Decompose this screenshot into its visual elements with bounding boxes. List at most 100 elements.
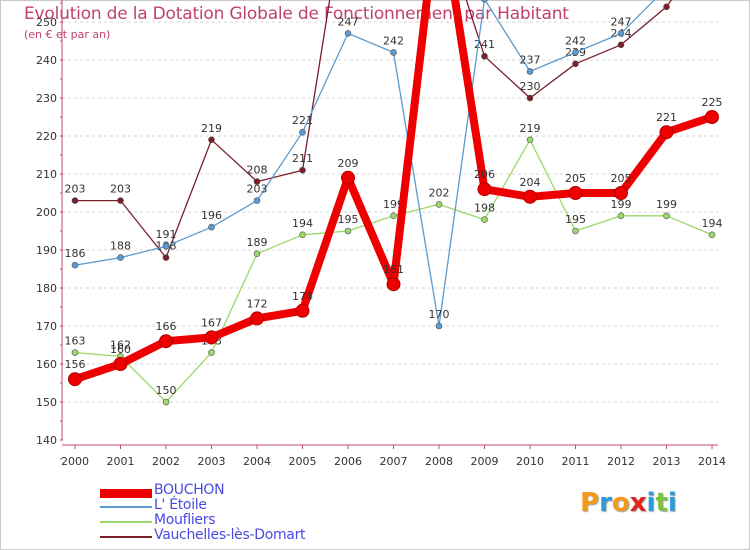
data-point-bouchon [113,357,128,371]
data-point-vauchelles-l-s-domart [617,41,625,49]
data-point-vauchelles-l-s-domart [572,60,579,68]
y-tick-label: 150 [36,396,57,409]
y-tick-label: 180 [36,282,57,295]
data-label-l-toile: 203 [247,183,268,196]
x-tick-label: 2013 [653,455,681,468]
y-tick-label: 210 [36,168,57,181]
data-point-moufliers [435,201,443,208]
logo-letter: x [629,488,647,518]
data-label-bouchon: 206 [474,168,495,181]
y-tick-label: 140 [36,434,57,447]
data-label-bouchon: 225 [702,96,723,109]
logo-letter: i [646,488,656,518]
legend-label: L' Étoile [154,497,207,513]
data-point-vauchelles-l-s-domart [117,197,124,204]
logo-letter: r [599,488,612,518]
y-tick-label: 200 [36,206,57,219]
data-label-vauchelles-l-s-domart: 230 [520,80,541,93]
data-label-l-toile: 247 [611,15,632,28]
data-label-moufliers: 195 [565,213,586,226]
data-point-l-toile [299,128,306,136]
data-point-l-toile [344,30,352,37]
data-point-bouchon [159,334,173,349]
x-tick-label: 2001 [107,455,135,468]
data-point-moufliers [708,231,716,239]
y-tick-label: 240 [36,54,57,67]
logo-letter: P [580,488,600,518]
proxiti-logo: Proxiti [580,488,677,518]
data-label-l-toile: 188 [110,240,131,253]
data-point-bouchon [295,303,310,318]
data-label-moufliers: 202 [429,186,450,199]
data-label-vauchelles-l-s-domart: 203 [110,183,131,196]
data-label-bouchon: 205 [565,172,586,185]
data-label-vauchelles-l-s-domart: 219 [201,122,222,135]
data-label-moufliers: 189 [247,236,268,249]
data-point-moufliers [299,231,306,239]
y-tick-label: 190 [36,244,57,257]
data-label-bouchon: 204 [520,176,541,189]
data-label-l-toile: 242 [383,34,404,47]
data-point-vauchelles-l-s-domart [299,166,306,174]
data-label-l-toile: 170 [429,308,450,321]
data-point-l-toile [162,242,170,250]
data-label-l-toile: 191 [156,228,177,241]
data-point-vauchelles-l-s-domart [71,197,79,204]
data-point-vauchelles-l-s-domart [162,254,170,261]
data-label-l-toile: 221 [292,114,313,127]
data-label-bouchon: 221 [656,111,677,124]
legend-label: BOUCHON [154,482,225,498]
data-label-vauchelles-l-s-domart: 203 [65,183,86,196]
legend-swatch-bouchon [100,489,152,498]
data-label-bouchon: 174 [292,290,313,303]
data-point-bouchon [204,330,219,345]
data-point-moufliers [572,227,579,235]
logo-letter: i [667,488,677,518]
y-tick-label: 160 [36,358,57,371]
data-point-bouchon [705,110,719,124]
data-label-l-toile: 196 [201,209,222,222]
data-label-moufliers: 219 [520,122,541,135]
data-label-bouchon: 172 [247,297,268,310]
data-point-bouchon [386,277,401,292]
x-tick-label: 2008 [425,455,453,468]
data-point-vauchelles-l-s-domart [663,3,670,11]
data-point-moufliers [390,212,397,220]
data-point-l-toile [253,197,261,204]
data-point-moufliers [526,136,534,144]
legend-label: Vauchelles-lès-Domart [154,527,306,543]
y-tick-label: 220 [36,130,57,143]
y-tick-label: 250 [36,16,57,29]
data-label-l-toile: 247 [338,15,359,28]
data-point-l-toile [617,30,625,37]
data-point-bouchon [68,372,82,387]
data-label-vauchelles-l-s-domart: 208 [247,164,268,177]
data-label-moufliers: 194 [292,217,313,230]
data-label-vauchelles-l-s-domart: 211 [292,152,313,165]
legend-label: Moufliers [154,512,216,528]
logo-letter: t [655,488,668,518]
data-label-bouchon: 160 [110,343,131,356]
data-point-bouchon [568,186,583,200]
data-label-bouchon: 181 [383,263,404,276]
data-point-vauchelles-l-s-domart [253,178,261,185]
chart-subtitle: (en € et par an) [24,28,111,41]
data-point-moufliers [481,216,488,223]
data-point-vauchelles-l-s-domart [208,136,215,144]
x-tick-label: 2012 [607,455,635,468]
data-label-bouchon: 156 [65,358,86,371]
data-point-moufliers [617,212,625,220]
data-point-l-toile [572,49,579,56]
data-label-l-toile: 186 [65,247,86,260]
x-tick-label: 2014 [698,455,726,468]
chart-title: Evolution de la Dotation Globale de Fonc… [24,4,569,24]
x-tick-label: 2003 [198,455,226,468]
data-label-bouchon: 205 [611,172,632,185]
data-label-l-toile: 242 [565,34,586,47]
data-point-bouchon [659,125,674,140]
data-label-bouchon: 166 [156,320,177,333]
data-label-bouchon: 167 [201,316,222,329]
data-label-l-toile: 237 [520,53,541,66]
